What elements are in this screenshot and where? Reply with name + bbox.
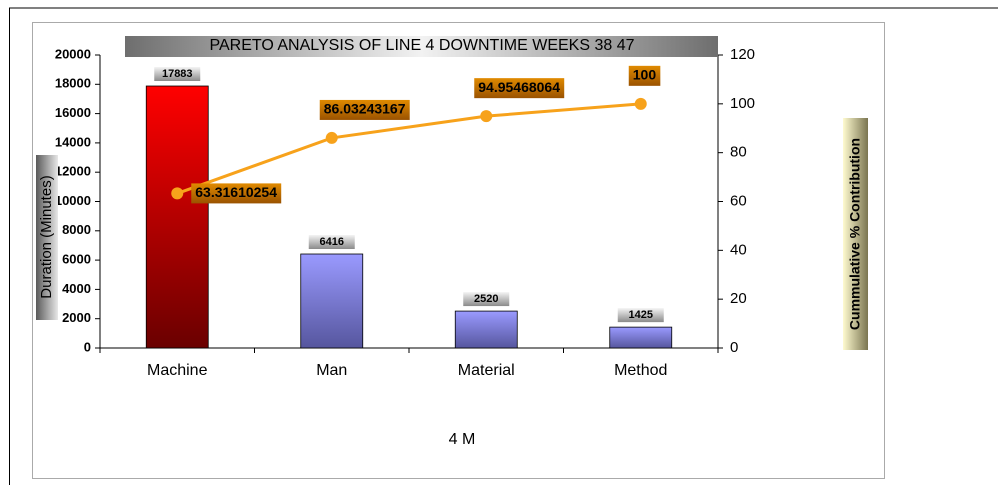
y2-tick-label: 0 xyxy=(730,339,738,356)
data-label: 2520 xyxy=(474,293,498,305)
y-tick-label: 18000 xyxy=(55,76,91,91)
y-tick-label: 16000 xyxy=(55,105,91,120)
y-tick-label: 2000 xyxy=(62,310,91,325)
y2-tick-label: 80 xyxy=(730,144,747,161)
x-axis-title: 4 M xyxy=(449,431,476,448)
chart-title: PARETO ANALYSIS OF LINE 4 DOWNTIME WEEKS… xyxy=(209,37,634,54)
data-label: 6416 xyxy=(320,236,344,248)
line xyxy=(176,102,641,195)
line-marker xyxy=(480,110,493,123)
y2-tick-label: 120 xyxy=(730,46,755,63)
y-tick-label: 10000 xyxy=(55,193,91,208)
x-tick-label: Machine xyxy=(147,362,208,379)
y-tick-label: 14000 xyxy=(55,134,91,149)
line-label: 86.03243167 xyxy=(324,101,406,117)
line-label-box xyxy=(628,65,661,86)
y-tick-label: 12000 xyxy=(55,164,91,179)
data-label-box xyxy=(617,308,664,323)
line-label: 63.31610254 xyxy=(195,184,277,200)
line-marker xyxy=(634,97,647,110)
bar xyxy=(145,85,209,349)
y-tick-label: 0 xyxy=(84,339,91,354)
data-label-box xyxy=(463,292,510,307)
data-label: 1425 xyxy=(629,309,653,321)
y2-tick-label: 20 xyxy=(730,290,747,307)
data-label: 17883 xyxy=(162,68,193,80)
x-tick-label: Material xyxy=(458,362,515,379)
line-label-box xyxy=(474,78,565,99)
plot: 0 2000 4000 6000 8000 10000 12000 14000 16000 180… xyxy=(55,46,755,379)
x-tick-label: Method xyxy=(614,362,667,379)
y2-axis-title: Cummulative % Contribution xyxy=(847,138,863,330)
y2-title-box xyxy=(843,118,868,350)
y-tick-label: 4000 xyxy=(62,281,91,296)
data-label-box xyxy=(154,67,201,82)
y-tick-label: 8000 xyxy=(62,222,91,237)
y-axis-title: Duration (Minutes) xyxy=(38,175,55,298)
overlay: PARETO ANALYSIS OF LINE 4 DOWNTIME WEEKS… xyxy=(36,36,868,448)
y2-tick-label: 100 xyxy=(730,95,755,112)
line-label-box xyxy=(319,99,410,120)
y2-tick-label: 60 xyxy=(730,192,747,209)
line-label-box xyxy=(191,183,282,204)
bar xyxy=(454,310,518,349)
line-label: 100 xyxy=(633,67,657,83)
data-label-box xyxy=(308,235,355,250)
y-title-box xyxy=(36,155,58,320)
title-box xyxy=(125,36,718,57)
x-tick-label: Man xyxy=(316,362,347,379)
y2-tick-label: 40 xyxy=(730,241,747,258)
bar xyxy=(609,326,673,349)
y-tick-label: 6000 xyxy=(62,252,91,267)
line-label: 94.95468064 xyxy=(478,79,560,95)
y-tick-label: 20000 xyxy=(55,46,91,61)
line-marker xyxy=(171,187,184,200)
bar xyxy=(300,253,364,349)
line-marker xyxy=(325,131,338,144)
